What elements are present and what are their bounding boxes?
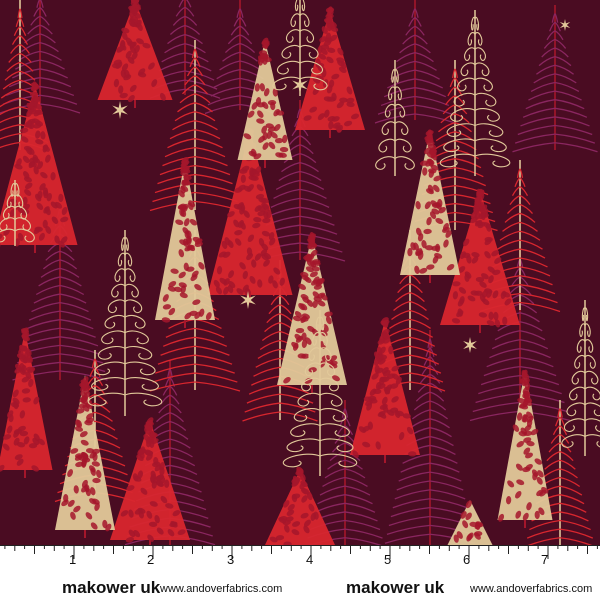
ruler-number-4: 4 (306, 552, 314, 567)
ruler-number-6: 6 (463, 552, 471, 567)
christmas-tree-motif (97, 0, 173, 108)
christmas-tree-motif (277, 231, 347, 393)
christmas-tree-motif (0, 0, 81, 114)
ruler-number-5: 5 (384, 552, 392, 567)
gold-star (463, 337, 477, 353)
christmas-tree-motif (479, 160, 561, 313)
christmas-tree-motif (254, 100, 346, 262)
christmas-tree-motif (447, 500, 493, 545)
gold-star (559, 19, 571, 31)
christmas-tree-motif (561, 300, 600, 456)
christmas-tree-motif (55, 375, 115, 538)
christmas-tree-motif (110, 417, 190, 545)
ruler-number-1: 1 (69, 552, 77, 567)
website-left: www.andoverfabrics.com (160, 583, 283, 595)
christmas-tree-motif (512, 5, 598, 153)
measuring-ruler (0, 545, 600, 559)
christmas-tree-motif (295, 6, 365, 138)
gold-star (112, 101, 128, 119)
ruler-number-2: 2 (147, 552, 155, 567)
christmas-tree-motif (307, 400, 383, 545)
christmas-tree-motif (0, 327, 53, 478)
christmas-tree-motif (497, 369, 553, 528)
gold-star (292, 76, 308, 94)
selvage-strip: 1 2 3 4 5 6 7 makower uk www.andoverfabr… (0, 545, 600, 600)
christmas-tree-motif (440, 188, 520, 333)
ruler-number-3: 3 (227, 552, 235, 567)
christmas-tree-motif (283, 310, 357, 476)
ruler-number-7: 7 (541, 552, 549, 567)
christmas-tree-motif (350, 317, 420, 463)
gold-star (240, 291, 256, 309)
christmas-tree-motif (237, 37, 293, 168)
christmas-tree-motif (265, 466, 335, 545)
website-right: www.andoverfabrics.com (470, 583, 593, 595)
christmas-tree-motif (526, 400, 594, 545)
christmas-tree-motif (384, 330, 476, 545)
christmas-tree-motif (155, 157, 215, 328)
christmas-tree-motif (400, 129, 460, 283)
christmas-tree-motif (0, 180, 35, 246)
christmas-tree-motif (439, 10, 511, 176)
christmas-tree-motif (88, 230, 162, 416)
christmas-tree-motif (375, 60, 415, 176)
christmas-tree-print (0, 0, 600, 545)
brand-name-right: makower uk (346, 578, 445, 597)
brand-name-left: makower uk (62, 578, 161, 597)
